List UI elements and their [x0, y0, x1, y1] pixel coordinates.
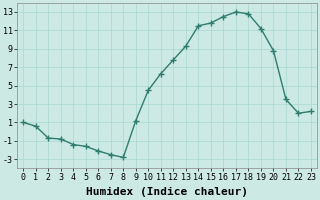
X-axis label: Humidex (Indice chaleur): Humidex (Indice chaleur)	[86, 187, 248, 197]
